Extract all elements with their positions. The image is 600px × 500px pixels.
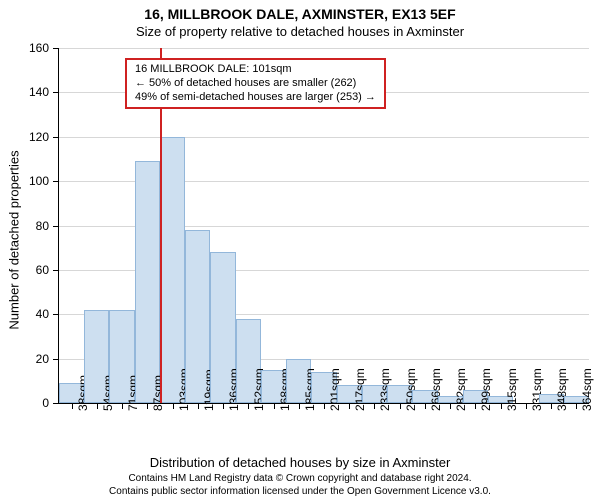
x-tick [400,403,401,409]
x-tick [248,403,249,409]
x-tick [475,403,476,409]
x-tick [425,403,426,409]
y-tick [53,359,59,360]
x-tick [551,403,552,409]
y-tick-label: 20 [36,352,49,366]
x-tick [576,403,577,409]
x-tick-label: 331sqm [530,368,544,411]
x-tick [173,403,174,409]
y-tick-label: 100 [29,174,49,188]
x-tick [299,403,300,409]
x-tick [349,403,350,409]
y-tick [53,314,59,315]
annotation-box: 16 MILLBROOK DALE: 101sqm ← 50% of detac… [125,58,386,109]
y-tick-label: 40 [36,307,49,321]
x-tick-label: 266sqm [429,368,443,411]
y-axis-label: Number of detached properties [7,150,22,329]
copyright-line-2: Contains public sector information licen… [0,486,600,499]
y-tick [53,92,59,93]
gridline [59,48,589,49]
annotation-line-3: 49% of semi-detached houses are larger (… [135,91,376,105]
x-tick [450,403,451,409]
y-tick-label: 120 [29,130,49,144]
x-tick [198,403,199,409]
x-tick [526,403,527,409]
x-tick [223,403,224,409]
y-tick-label: 80 [36,219,49,233]
y-tick [53,181,59,182]
x-tick [72,403,73,409]
y-tick [53,48,59,49]
y-tick [53,270,59,271]
copyright-text: Contains HM Land Registry data © Crown c… [0,473,600,498]
x-tick [147,403,148,409]
histogram-plot: 16 MILLBROOK DALE: 101sqm ← 50% of detac… [58,48,589,404]
annotation-line-2: ← 50% of detached houses are smaller (26… [135,77,376,91]
x-tick [374,403,375,409]
y-tick [53,403,59,404]
gridline [59,137,589,138]
x-tick [97,403,98,409]
y-tick-label: 160 [29,41,49,55]
x-tick-label: 315sqm [505,368,519,411]
x-axis-label: Distribution of detached houses by size … [0,455,600,470]
y-tick-label: 0 [42,396,49,410]
y-tick [53,226,59,227]
histogram-bar [160,137,185,403]
copyright-line-1: Contains HM Land Registry data © Crown c… [0,473,600,486]
x-tick-label: 299sqm [479,368,493,411]
chart-title: 16, MILLBROOK DALE, AXMINSTER, EX13 5EF [0,6,600,22]
x-tick-label: 348sqm [555,368,569,411]
histogram-bar [135,161,160,403]
annotation-line-1: 16 MILLBROOK DALE: 101sqm [135,63,376,77]
x-tick [324,403,325,409]
y-tick-label: 140 [29,85,49,99]
x-tick-label: 364sqm [580,368,594,411]
x-tick [501,403,502,409]
y-tick-label: 60 [36,263,49,277]
y-tick [53,137,59,138]
x-tick [122,403,123,409]
x-tick [274,403,275,409]
chart-subtitle: Size of property relative to detached ho… [0,24,600,39]
